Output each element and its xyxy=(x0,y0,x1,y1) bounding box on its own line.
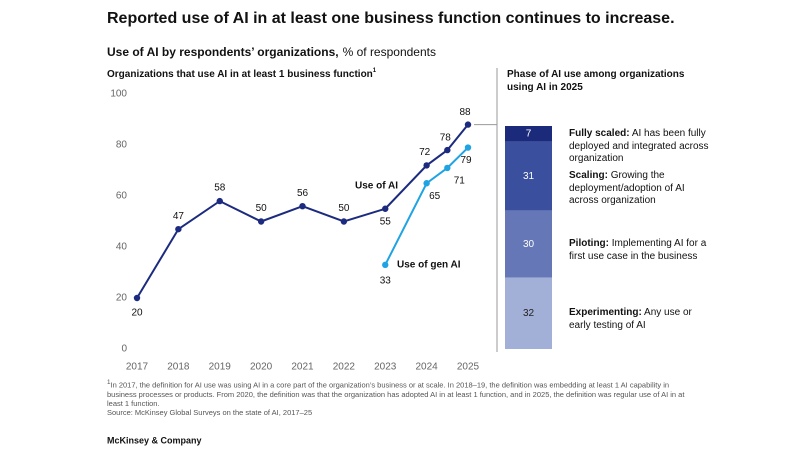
x-tick-label: 2024 xyxy=(416,362,439,373)
data-label: 78 xyxy=(440,133,452,144)
x-tick-label: 2021 xyxy=(291,362,314,373)
segment-description: Any use or early testing of AI xyxy=(569,307,692,331)
data-label: 20 xyxy=(131,308,143,319)
y-tick-label: 20 xyxy=(116,293,128,304)
point xyxy=(444,146,451,154)
series-label: Use of gen AI xyxy=(397,260,461,271)
brand: McKinsey & Company xyxy=(107,435,202,445)
x-tick-label: 2017 xyxy=(126,362,149,373)
segment-label: 30 xyxy=(523,239,535,250)
footnote: 1In 2017, the definition for AI use was … xyxy=(107,378,687,417)
subtitle-rest: % of respondents xyxy=(343,45,436,59)
point xyxy=(340,218,348,225)
bar-segment xyxy=(505,141,552,211)
segment-name: Piloting: xyxy=(569,238,609,250)
segment-annotation: Piloting: Implementing AI for a first us… xyxy=(569,238,709,263)
data-label: 72 xyxy=(419,147,431,158)
title-note: 1 xyxy=(373,68,377,74)
x-tick-label: 2020 xyxy=(250,362,273,373)
source: Source: McKinsey Global Surveys on the s… xyxy=(107,407,313,417)
line-chart-title: Organizations that use AI in at least 1 … xyxy=(107,68,377,80)
point xyxy=(464,121,472,128)
segment-annotation: Experimenting: Any use or early testing … xyxy=(569,307,709,332)
point xyxy=(257,218,265,225)
data-label: 50 xyxy=(338,203,350,214)
line-title-text: Organizations that use AI in at least 1 … xyxy=(107,69,373,80)
point xyxy=(423,180,430,187)
segment-name: Fully scaled: xyxy=(569,128,630,139)
segment-label: 31 xyxy=(523,171,535,182)
segment-description: Growing the deployment/adoption of AI ac… xyxy=(569,170,685,207)
subtitle: Use of AI by respondents’ organizations,… xyxy=(107,45,436,59)
segment-description: Implementing AI for a first use case in … xyxy=(569,238,707,262)
point xyxy=(423,162,430,169)
point xyxy=(382,205,389,212)
segment-annotation: Scaling: Growing the deployment/adoption… xyxy=(569,170,709,208)
segment-description: AI has been fully deployed and integrate… xyxy=(569,128,709,164)
data-label: 50 xyxy=(256,203,268,214)
footnote-text: In 2017, the definition for AI use was u… xyxy=(107,380,685,408)
data-label: 55 xyxy=(380,216,392,227)
line xyxy=(384,146,469,266)
data-label: 88 xyxy=(459,107,471,118)
y-tick-label: 100 xyxy=(110,89,127,100)
x-tick-label: 2025 xyxy=(457,362,480,373)
bar-chart-title-wrapped: Phase of AI use among organizations using… xyxy=(507,69,685,93)
data-label: 47 xyxy=(173,211,185,222)
x-tick-label: 2018 xyxy=(167,362,190,373)
y-tick-label: 80 xyxy=(116,140,128,151)
bar-title-line: Phase of AI use among organizations xyxy=(507,69,685,80)
segment-label: 32 xyxy=(523,308,535,319)
bar-segment xyxy=(505,126,552,142)
footnote-mark: 1 xyxy=(107,379,111,386)
subtitle-bold: Use of AI by respondents’ organizations, xyxy=(107,45,339,59)
x-tick-label: 2023 xyxy=(374,362,397,373)
point xyxy=(299,203,306,210)
point xyxy=(216,197,223,205)
y-tick-label: 0 xyxy=(121,344,127,355)
series-label: Use of AI xyxy=(355,181,398,192)
point xyxy=(464,144,472,151)
segment-name: Scaling: xyxy=(569,170,608,182)
y-tick-label: 40 xyxy=(116,242,128,253)
data-label: 65 xyxy=(429,191,441,202)
segment-label: 7 xyxy=(526,128,532,139)
page-title: Reported use of AI in at least one busin… xyxy=(107,10,675,27)
data-label: 58 xyxy=(214,183,226,194)
point xyxy=(382,261,389,269)
data-label: 33 xyxy=(380,275,392,286)
data-label: 71 xyxy=(454,176,466,187)
data-label: 79 xyxy=(460,155,472,166)
x-tick-label: 2022 xyxy=(333,362,356,373)
point xyxy=(133,294,141,302)
bar-segment xyxy=(505,277,552,349)
line xyxy=(136,123,469,299)
y-tick-label: 60 xyxy=(116,191,128,202)
point xyxy=(175,225,182,233)
point xyxy=(444,164,451,172)
data-label: 56 xyxy=(297,188,309,199)
x-tick-label: 2019 xyxy=(209,362,232,373)
bar-segment xyxy=(505,210,552,278)
bar-title-line: using AI in 2025 xyxy=(507,82,583,93)
segment-name: Experimenting: xyxy=(569,307,642,319)
segment-annotation: Fully scaled: AI has been fully deployed… xyxy=(569,128,709,166)
